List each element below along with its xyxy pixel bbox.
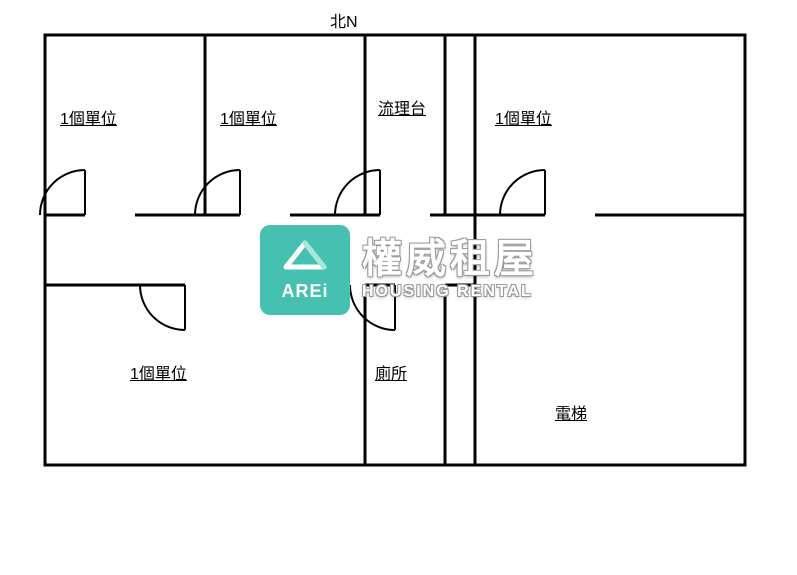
watermark: AREi 權威租屋 HOUSING RENTAL [260,225,538,315]
floorplan-canvas: 北N 1個單位1個單位流理台1個單位1個單位廁所電梯 AREi 權威租屋 HOU… [0,0,797,575]
room-label: 廁所 [375,360,407,384]
watermark-logo-box: AREi [260,225,350,315]
watermark-text-block: 權威租屋 HOUSING RENTAL [362,239,538,301]
room-label: 電梯 [555,400,587,424]
room-label: 1個單位 [220,105,277,129]
room-label: 流理台 [378,95,426,119]
room-label: 1個單位 [495,105,552,129]
room-label: 1個單位 [60,105,117,129]
watermark-cn: 權威租屋 [362,239,538,279]
watermark-en: HOUSING RENTAL [362,283,538,301]
house-icon [280,239,330,277]
room-label: 1個單位 [130,360,187,384]
watermark-arei-text: AREi [281,281,328,302]
